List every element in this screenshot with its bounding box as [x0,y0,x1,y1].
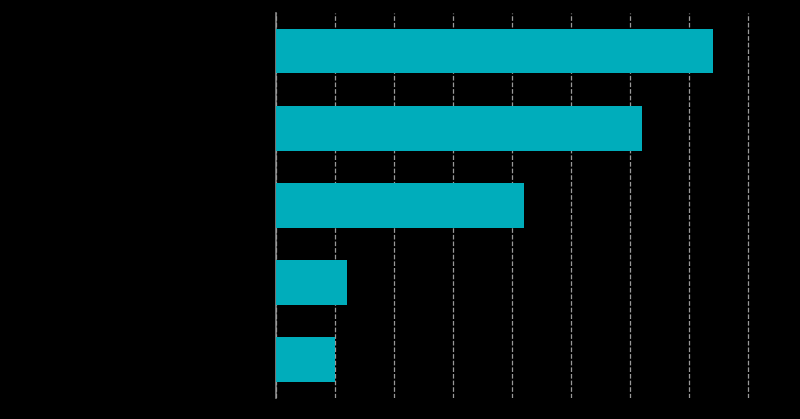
Bar [276,29,713,73]
Bar [276,337,335,382]
Bar [276,183,524,228]
Bar [276,260,347,305]
Bar [276,106,642,150]
